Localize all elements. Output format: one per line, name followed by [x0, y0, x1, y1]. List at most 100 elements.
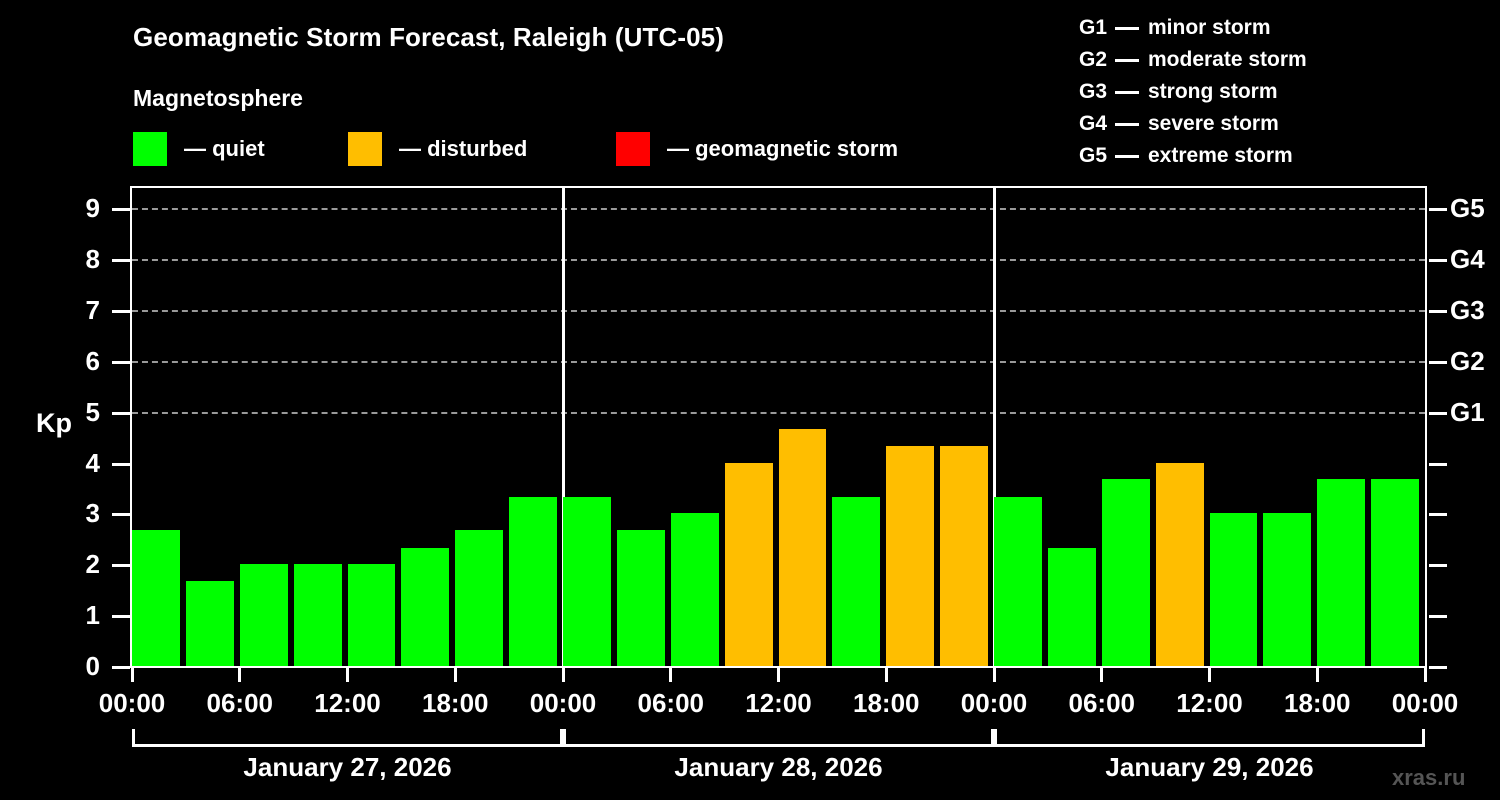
- gscale-row-g3: G3 strong storm: [1079, 76, 1307, 108]
- y-tick-2: [112, 564, 130, 568]
- x-tick-2: [346, 668, 349, 682]
- quiet-swatch: [133, 132, 167, 166]
- x-tick-6: [777, 668, 780, 682]
- legend-item-geomagnetic-storm: — geomagnetic storm: [616, 131, 898, 167]
- x-tick-label-7: 18:00: [853, 688, 920, 718]
- g-axis-tick-kp-6: [1429, 360, 1447, 364]
- gscale-dash-icon: [1115, 26, 1139, 30]
- x-tick-label-3: 18:00: [422, 688, 489, 718]
- x-tick-label-4: 00:00: [529, 688, 597, 718]
- g-axis-tick-kp-0: [1429, 666, 1447, 669]
- y-tick-label-5: 5: [85, 396, 100, 427]
- bar[interactable]: [239, 564, 288, 666]
- g-axis-tick-kp-3: [1429, 513, 1447, 517]
- y-tick-label-3: 3: [85, 498, 100, 529]
- x-tick-1: [238, 668, 242, 682]
- gridline-kp-6: [132, 360, 1425, 363]
- g-axis-label-g2: G2: [1450, 345, 1485, 376]
- y-tick-5: [112, 411, 130, 415]
- y-tick-label-1: 1: [85, 600, 100, 631]
- gscale-description: minor storm: [1148, 16, 1271, 39]
- legend-item-disturbed: — disturbed: [348, 131, 527, 167]
- gscale-row-g2: G2 moderate storm: [1079, 44, 1307, 76]
- g-axis-label-g3: G3: [1450, 295, 1485, 326]
- gscale-description: strong storm: [1148, 80, 1278, 103]
- gscale-row-g5: G5 extreme storm: [1079, 140, 1307, 172]
- gscale-code: G4: [1079, 112, 1108, 135]
- page-title: Geomagnetic Storm Forecast, Raleigh (UTC…: [133, 22, 724, 52]
- y-tick-label-4: 4: [85, 447, 100, 478]
- bar[interactable]: [724, 462, 773, 666]
- g-axis-tick-kp-9: [1429, 208, 1447, 212]
- day-label-3: January 29, 2026: [1105, 752, 1314, 782]
- legend-label: — geomagnetic storm: [667, 136, 899, 161]
- bar[interactable]: [563, 496, 611, 666]
- x-tick-5: [669, 668, 673, 682]
- magnetosphere-label: Magnetosphere: [133, 85, 303, 111]
- gscale-code: G3: [1079, 80, 1108, 103]
- x-tick-11: [1315, 668, 1319, 682]
- x-tick-3: [453, 668, 457, 682]
- g-axis-tick-kp-7: [1429, 310, 1447, 314]
- legend-item-quiet: — quiet: [133, 131, 265, 167]
- bar[interactable]: [347, 564, 396, 666]
- day-separator-2: [992, 188, 996, 666]
- y-tick-6: [112, 360, 130, 364]
- plot-area: [130, 186, 1427, 668]
- day-bracket-2: [563, 729, 994, 747]
- y-tick-label-6: 6: [85, 345, 100, 376]
- bar[interactable]: [132, 530, 180, 666]
- y-tick-1: [112, 615, 130, 619]
- bar[interactable]: [1155, 462, 1204, 666]
- x-tick-7: [884, 668, 888, 682]
- x-tick-8: [992, 668, 996, 682]
- y-tick-4: [112, 462, 130, 466]
- bar[interactable]: [1371, 479, 1419, 666]
- bar[interactable]: [509, 496, 557, 666]
- bar[interactable]: [940, 445, 988, 666]
- bar[interactable]: [185, 581, 234, 666]
- bar[interactable]: [886, 445, 935, 666]
- bar[interactable]: [1101, 479, 1150, 666]
- y-tick-7: [112, 310, 130, 314]
- y-axis-title: Kp: [36, 408, 72, 438]
- storm-swatch: [616, 132, 650, 166]
- bar-series: [132, 188, 1425, 666]
- y-tick-0: [112, 666, 130, 669]
- gscale-code: G5: [1079, 144, 1108, 167]
- bar[interactable]: [1047, 547, 1096, 666]
- x-tick-0: [130, 668, 134, 682]
- gscale-dash-icon: [1115, 90, 1139, 94]
- g-axis-label-g1: G1: [1450, 396, 1485, 427]
- bar[interactable]: [616, 530, 665, 666]
- bar[interactable]: [455, 530, 504, 666]
- day-bracket-3: [994, 729, 1425, 747]
- x-tick-label-0: 00:00: [98, 688, 166, 718]
- bar[interactable]: [778, 428, 827, 666]
- y-tick-3: [112, 513, 130, 517]
- x-tick-12: [1423, 668, 1427, 682]
- x-tick-label-1: 06:00: [206, 688, 274, 718]
- g-axis-tick-kp-1: [1429, 615, 1447, 619]
- gscale-row-g1: G1 minor storm: [1079, 12, 1307, 44]
- gscale-dash-icon: [1115, 58, 1139, 62]
- bar[interactable]: [1263, 513, 1312, 666]
- x-tick-label-5: 06:00: [637, 688, 705, 718]
- bar[interactable]: [1209, 513, 1258, 666]
- gscale-description: moderate storm: [1148, 48, 1307, 71]
- gscale-row-g4: G4 severe storm: [1079, 108, 1307, 140]
- day-bracket-1: [132, 729, 563, 747]
- g-axis-tick-kp-8: [1429, 259, 1447, 263]
- bar[interactable]: [1317, 479, 1366, 666]
- x-tick-4: [561, 668, 565, 682]
- x-tick-label-9: 06:00: [1068, 688, 1136, 718]
- bar[interactable]: [994, 496, 1042, 666]
- gscale-code: G1: [1079, 16, 1108, 39]
- bar[interactable]: [832, 496, 881, 666]
- bar[interactable]: [293, 564, 342, 666]
- g-axis-tick-kp-5: [1429, 411, 1447, 415]
- bar[interactable]: [401, 547, 450, 666]
- gscale-dash-icon: [1115, 122, 1139, 126]
- bar[interactable]: [670, 513, 719, 666]
